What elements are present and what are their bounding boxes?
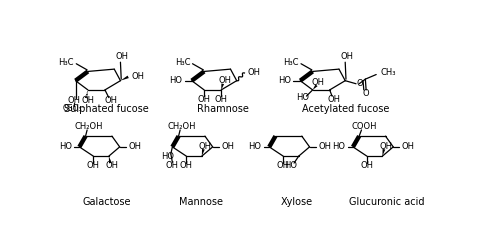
Text: HO: HO (169, 76, 182, 85)
Text: OH: OH (318, 142, 331, 152)
Text: HO: HO (278, 76, 291, 85)
Text: CH₂OH: CH₂OH (168, 122, 196, 131)
Text: Glucuronic acid: Glucuronic acid (349, 197, 425, 206)
Text: OH: OH (402, 142, 415, 152)
Text: OH: OH (180, 161, 193, 170)
Polygon shape (120, 76, 129, 81)
Polygon shape (202, 149, 205, 156)
Text: Galactose: Galactose (82, 197, 131, 206)
Text: OSO₃⁻: OSO₃⁻ (62, 104, 86, 113)
Text: OH: OH (276, 161, 290, 170)
Text: OH: OH (128, 142, 141, 152)
Text: HO: HO (249, 142, 262, 152)
Text: OH: OH (221, 142, 234, 152)
Text: OH: OH (218, 76, 231, 85)
Text: Sulphated fucose: Sulphated fucose (64, 104, 149, 114)
Text: OH: OH (68, 96, 81, 105)
Text: OH: OH (106, 161, 119, 170)
Text: H₃C: H₃C (175, 59, 190, 67)
Text: HO: HO (161, 152, 174, 161)
Text: HO: HO (285, 161, 298, 170)
Text: OH: OH (198, 95, 211, 104)
Text: H₃C: H₃C (283, 59, 299, 67)
Text: OH: OH (215, 95, 228, 104)
Text: OH: OH (116, 51, 129, 61)
Text: HO: HO (296, 93, 309, 102)
Text: OH: OH (166, 161, 179, 170)
Text: OH: OH (327, 95, 340, 104)
Text: O: O (362, 89, 369, 98)
Text: OH: OH (379, 142, 392, 152)
Text: Xylose: Xylose (280, 197, 312, 206)
Polygon shape (383, 149, 385, 156)
Text: CH₂OH: CH₂OH (74, 122, 103, 131)
Text: OH: OH (248, 68, 261, 77)
Text: CH₃: CH₃ (381, 68, 396, 77)
Text: COOH: COOH (351, 122, 376, 131)
Text: Rhamnose: Rhamnose (197, 104, 249, 114)
Text: OH: OH (105, 96, 118, 105)
Polygon shape (312, 84, 318, 90)
Text: HO: HO (59, 142, 72, 152)
Text: OH: OH (132, 72, 144, 81)
Polygon shape (221, 83, 224, 90)
Text: H₃C: H₃C (59, 59, 74, 67)
Text: OH: OH (360, 161, 373, 170)
Text: O: O (357, 79, 363, 88)
Text: HO: HO (332, 142, 345, 152)
Text: OH: OH (198, 142, 211, 152)
Text: OH: OH (340, 51, 353, 61)
Text: OH: OH (87, 161, 100, 170)
Polygon shape (109, 156, 112, 163)
Text: OH: OH (82, 96, 95, 105)
Text: Mannose: Mannose (179, 197, 223, 206)
Text: OH: OH (312, 78, 324, 87)
Text: Acetylated fucose: Acetylated fucose (301, 104, 389, 114)
